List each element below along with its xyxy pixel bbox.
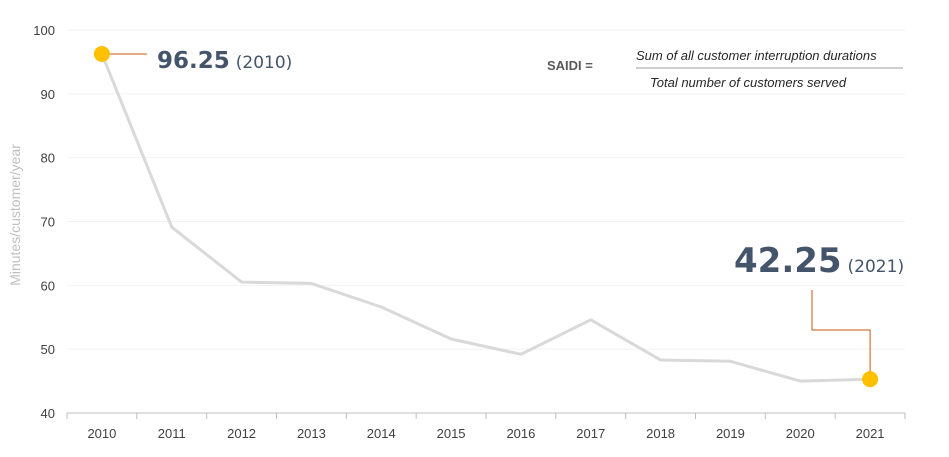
formula-denominator: Total number of customers served: [650, 75, 847, 90]
y-axis-ticks: 40 50 60 70 80 90 100: [33, 23, 55, 421]
y-tick-label: 70: [41, 215, 55, 230]
x-tick-label: 2010: [87, 426, 116, 441]
annotation-value: 96.25: [157, 48, 230, 74]
formula-numerator: Sum of all customer interruption duratio…: [636, 48, 877, 63]
saidi-formula: SAIDI = Sum of all customer interruption…: [547, 48, 903, 90]
x-tick-label: 2019: [716, 426, 745, 441]
series-layer: [100, 53, 871, 383]
highlight-marker: [862, 371, 879, 388]
x-tick-label: 2013: [297, 426, 326, 441]
x-tick-label: 2021: [856, 426, 885, 441]
x-tick-label: 2014: [367, 426, 396, 441]
x-tick-label: 2015: [437, 426, 466, 441]
y-axis-label: Minutes/customer/year: [7, 144, 23, 286]
x-tick-label: 2020: [786, 426, 815, 441]
annotation-value: 42.25: [734, 241, 842, 281]
y-tick-label: 80: [41, 151, 55, 166]
gridlines: [67, 29, 905, 350]
x-tick-label: 2011: [158, 426, 186, 441]
y-tick-label: 90: [41, 87, 55, 102]
formula-label: SAIDI =: [547, 58, 593, 73]
annotation-label-2010: 96.25 (2010): [157, 48, 292, 74]
y-tick-label: 100: [33, 23, 55, 38]
x-axis-ticks: 2010 2011 2012 2013 2014 2015 2016 2017 2018 2019…: [66, 413, 906, 441]
series-line: [100, 53, 871, 383]
highlight-marker: [93, 45, 110, 62]
annotation-year: (2010): [236, 53, 293, 73]
x-tick-label: 2016: [506, 426, 535, 441]
x-tick-label: 2017: [576, 426, 605, 441]
y-tick-label: 50: [41, 342, 55, 357]
y-tick-label: 40: [41, 406, 55, 421]
annotations: 96.25 (2010) 42.25 (2021): [93, 45, 904, 388]
annotation-leader: [811, 290, 871, 380]
x-tick-label: 2012: [227, 426, 256, 441]
annotation-year: (2021): [848, 257, 905, 277]
y-tick-label: 60: [41, 278, 55, 293]
x-tick-label: 2018: [646, 426, 675, 441]
annotation-label-2021: 42.25 (2021): [734, 241, 904, 281]
